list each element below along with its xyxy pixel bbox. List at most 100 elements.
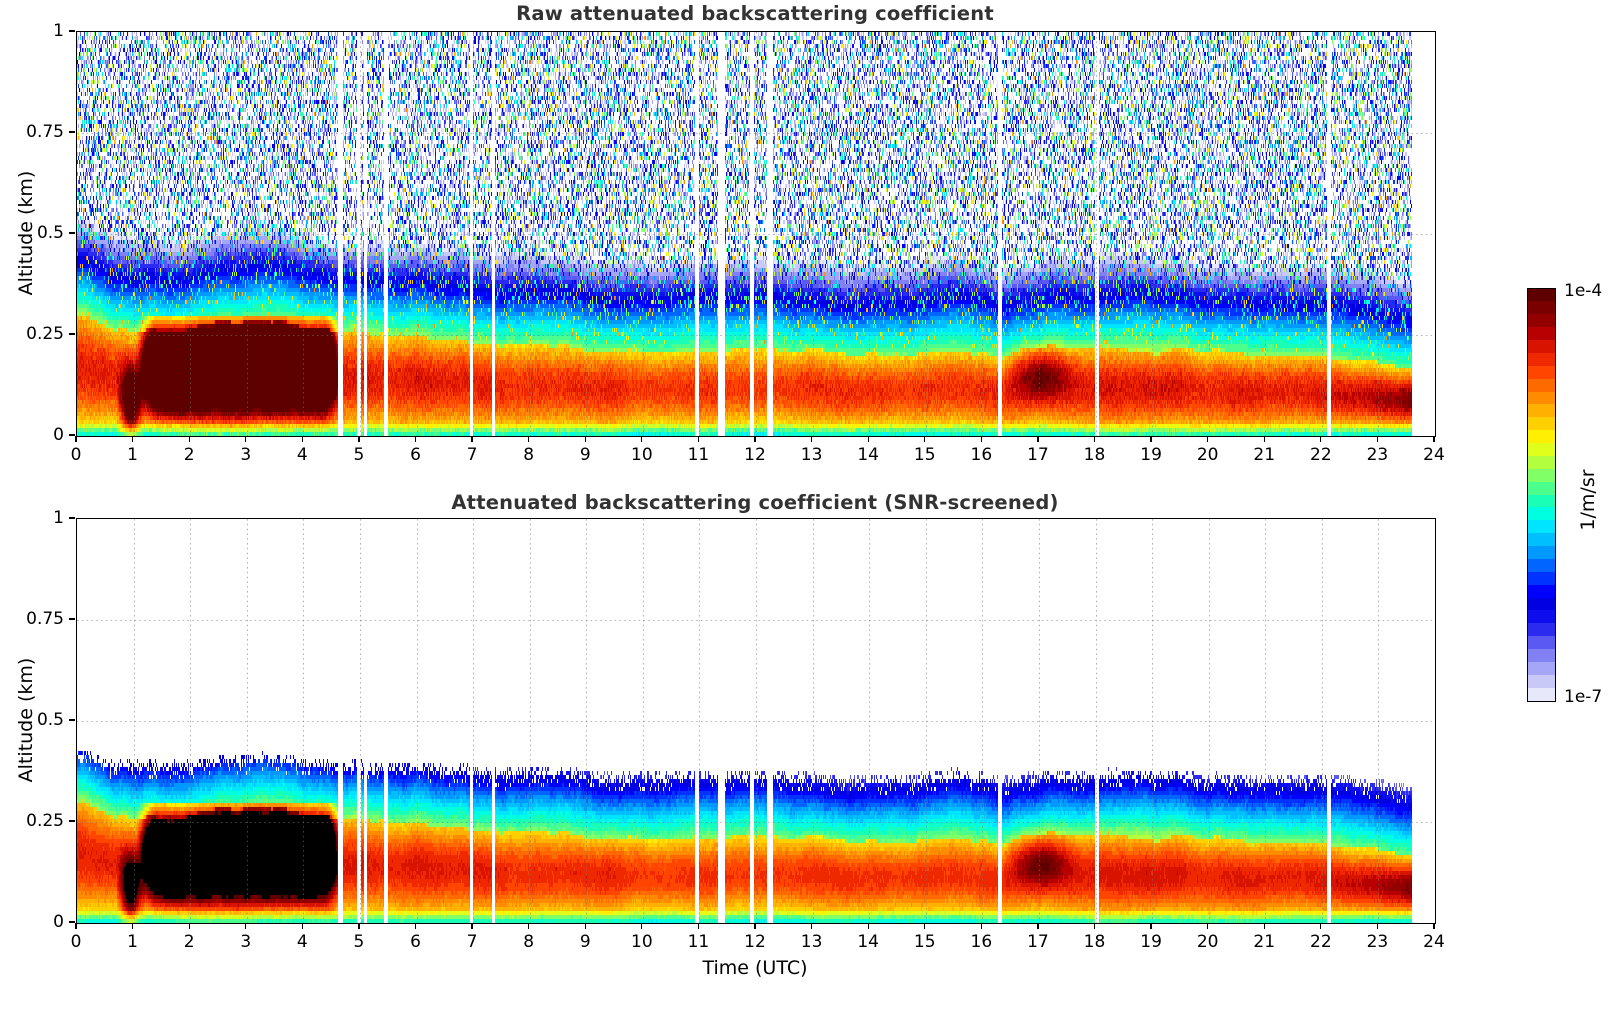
x-tickmark [1093, 436, 1096, 443]
x-tick-label: 8 [523, 445, 535, 465]
x-tickmark [641, 436, 643, 443]
x-tickmark [75, 923, 77, 930]
x-tickmark [697, 923, 700, 930]
x-tick-label: 4 [296, 932, 308, 952]
x-tick-label: 19 [1140, 932, 1162, 952]
x-tick-label: 9 [579, 932, 591, 952]
x-tick-label: 24 [1423, 445, 1445, 465]
x-tickmark [1093, 923, 1096, 930]
x-tick-label: 17 [1027, 932, 1049, 952]
y-tickmark [68, 921, 75, 923]
x-tickmark [1150, 436, 1152, 443]
x-tick-label: 0 [70, 932, 82, 952]
x-tick-label: 8 [523, 932, 535, 952]
x-tickmark [754, 923, 756, 930]
x-tick-label: 6 [410, 445, 421, 465]
x-tick-label: 10 [631, 445, 653, 465]
y-tick-label: 0 [53, 912, 64, 932]
x-tick-label: 18 [1083, 932, 1106, 952]
x-tick-label: 12 [744, 932, 766, 952]
x-tickmark [924, 923, 926, 930]
y-tickmark [68, 719, 75, 721]
x-tick-label: 24 [1423, 932, 1445, 952]
x-tickmark [697, 436, 700, 443]
x-tickmark [1376, 436, 1379, 443]
x-tickmark [131, 923, 134, 930]
x-tickmark [1320, 923, 1322, 930]
x-tick-label: 7 [466, 932, 478, 952]
x-tick-label: 15 [913, 445, 936, 465]
x-tickmark [1037, 436, 1039, 443]
y-tickmark [68, 131, 75, 133]
panel-title-raw: Raw attenuated backscattering coefficien… [516, 2, 994, 25]
y-tick-label: 0.25 [26, 811, 64, 831]
x-tick-label: 22 [1310, 445, 1332, 465]
panel-title-screened: Attenuated backscattering coefficient (S… [451, 491, 1059, 514]
x-tick-label: 16 [970, 445, 993, 465]
x-tick-label: 4 [296, 445, 308, 465]
x-tickmark [1207, 436, 1209, 443]
y-tick-label: 0 [53, 425, 64, 445]
x-tickmark [358, 436, 360, 443]
y-tick-label: 1 [53, 21, 64, 41]
x-tickmark [1376, 923, 1379, 930]
x-tick-label: 17 [1027, 445, 1049, 465]
y-tick-label: 1 [53, 508, 64, 528]
x-tickmark [754, 436, 756, 443]
x-tickmark [1207, 923, 1209, 930]
colorbar-tick-high: 1e-4 [1564, 281, 1603, 301]
x-tick-label: 2 [183, 932, 195, 952]
x-tickmark [1263, 436, 1265, 443]
x-tickmark [301, 436, 303, 443]
x-tick-label: 16 [970, 932, 993, 952]
x-tickmark [1320, 436, 1322, 443]
y-tickmark [68, 30, 75, 32]
y-tickmark [68, 232, 75, 234]
x-tickmark [245, 923, 247, 930]
x-tick-label: 21 [1253, 932, 1276, 952]
x-tickmark [1037, 923, 1039, 930]
x-tickmark [188, 923, 190, 930]
x-tickmark [1150, 923, 1152, 930]
x-tickmark [810, 436, 813, 443]
x-tick-label: 0 [70, 445, 82, 465]
heatmap-image-raw [77, 32, 1435, 436]
colorbar-gradient [1528, 289, 1555, 701]
x-axis-label: Time (UTC) [702, 957, 808, 979]
x-tick-label: 5 [353, 932, 365, 952]
x-tick-label: 2 [183, 445, 195, 465]
y-tick-label: 0.75 [26, 609, 64, 629]
x-tick-label: 13 [800, 445, 823, 465]
x-tickmark [414, 923, 417, 930]
y-tick-label: 0.5 [36, 223, 64, 243]
x-tick-label: 23 [1366, 445, 1389, 465]
x-tick-label: 22 [1310, 932, 1332, 952]
x-tick-label: 11 [687, 932, 710, 952]
x-tick-label: 20 [1196, 445, 1219, 465]
x-tickmark [867, 436, 869, 443]
x-tickmark [641, 923, 643, 930]
x-tick-label: 14 [857, 445, 879, 465]
y-tickmark [68, 434, 75, 436]
x-tickmark [245, 436, 247, 443]
y-tickmark [68, 618, 75, 620]
x-tickmark [301, 923, 303, 930]
x-tick-label: 11 [687, 445, 710, 465]
heatmap-panel-screened [76, 518, 1436, 924]
x-tickmark [75, 436, 77, 443]
x-tickmark [471, 436, 473, 443]
heatmap-image-screened [77, 519, 1435, 923]
x-tickmark [528, 436, 530, 443]
x-tick-label: 10 [631, 932, 653, 952]
x-tickmark [131, 436, 134, 443]
colorbar-label: 1/m/sr [1575, 400, 1601, 600]
x-tick-label: 1 [127, 445, 138, 465]
y-tickmark [68, 517, 75, 519]
y-tick-label: 0.5 [36, 710, 64, 730]
colorbar [1527, 288, 1556, 702]
x-tick-label: 13 [800, 932, 823, 952]
x-tickmark [980, 923, 982, 930]
heatmap-panel-raw [76, 31, 1436, 437]
x-tickmark [1263, 923, 1265, 930]
